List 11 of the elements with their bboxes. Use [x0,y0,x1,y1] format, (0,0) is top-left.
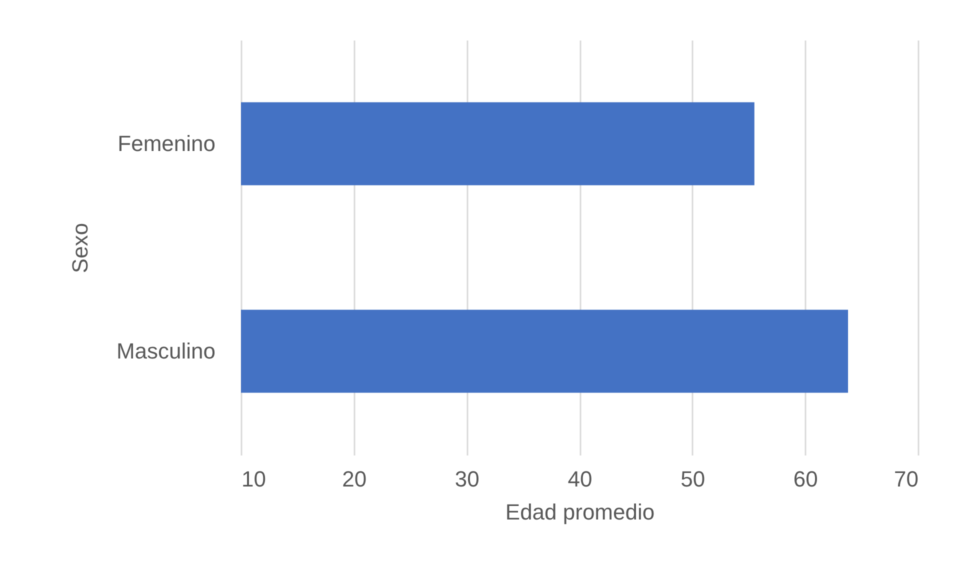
x-axis-title: Edad promedio [505,500,655,524]
x-tick-label: 40 [568,466,592,492]
x-tick-label: 70 [894,466,918,492]
y-tick-label: Masculino [116,338,216,364]
x-tick-label: 50 [680,466,706,492]
x-tick-label: 60 [793,466,818,492]
x-tick-label: 10 [242,466,266,492]
y-axis-title: Sexo [67,222,92,274]
x-tick-label: 20 [342,466,367,492]
x-tick-label: 30 [454,466,480,492]
y-tick-label: Femenino [118,130,216,156]
